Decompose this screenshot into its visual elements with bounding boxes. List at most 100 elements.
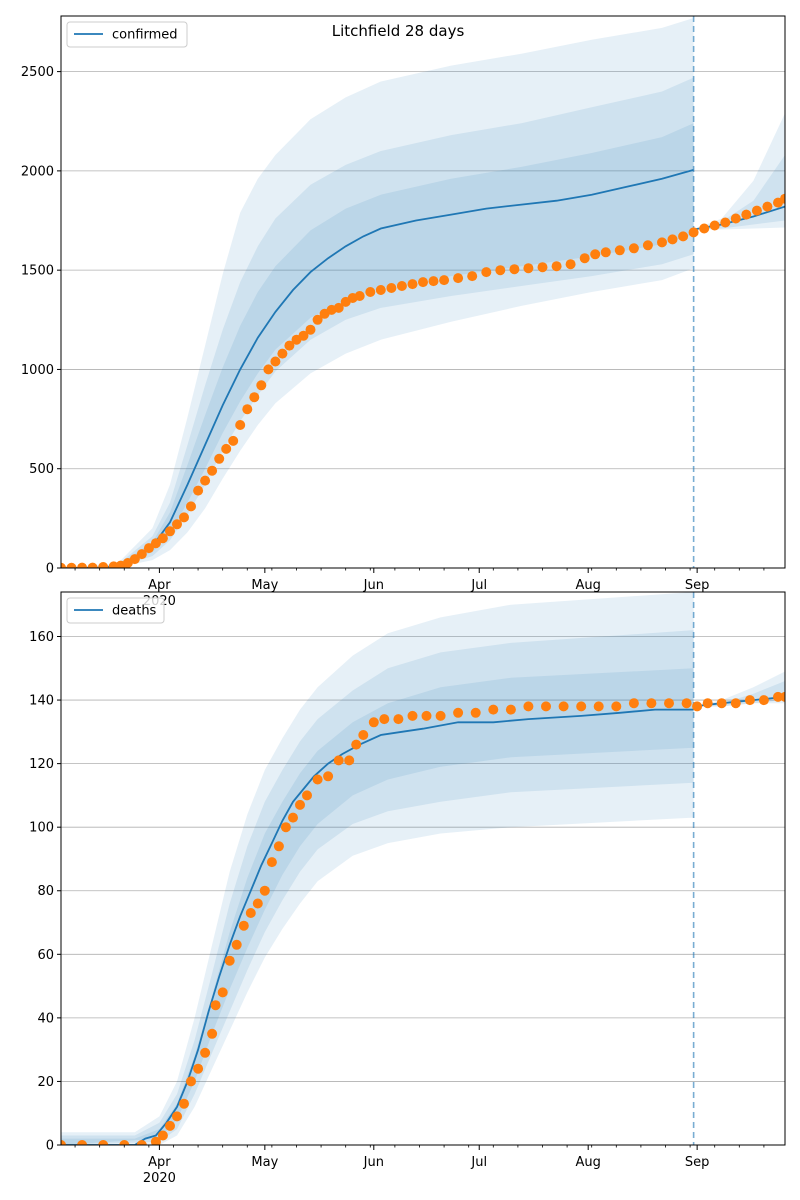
deaths-observed-point [288,812,298,823]
confirmed-observed-point [298,330,309,341]
deaths-observed-point [280,822,291,833]
y-tick-label: 2000 [21,164,54,179]
confirmed-observed-point [600,247,611,258]
deaths-observed-point [179,1098,189,1109]
confirmed-observed-point [699,223,710,234]
confirmed-observed-point [270,356,281,367]
confirmed-observed-point [678,231,689,242]
confirmed-observed-point [657,237,667,248]
confirmed-observed-point [263,364,274,375]
confirmed-observed-point [762,201,773,212]
confirmed-uncertainty-band [61,123,694,568]
deaths-observed-point [393,714,404,725]
confirmed-observed-point [186,501,196,512]
confirmed-observed-point [418,277,428,288]
legend-label: deaths [112,604,157,619]
confirmed-observed-point [165,526,175,537]
deaths-observed-point [200,1047,211,1058]
deaths-observed-point [157,1130,168,1141]
confirmed-observed-point [157,533,168,544]
confirmed-observed-point [284,340,295,351]
deaths-observed-point [523,701,534,712]
confirmed-observed-point [333,302,344,313]
deaths-observed-point [758,695,769,706]
deaths-observed-point [273,841,284,852]
deaths-observed-point [266,857,277,868]
deaths-observed-point [379,714,390,725]
confirmed-observed-point [590,249,601,260]
confirmed-observed-point [98,562,109,568]
confirmed-observed-point [730,213,741,224]
confirmed-observed-point [129,554,140,565]
deaths-observed-point [150,1136,161,1145]
legend-box [66,597,165,624]
deaths-observed-point [435,710,446,721]
confirmed-observed-point [87,562,98,568]
confirmed-observed-point [709,220,720,231]
confirmed-forecast-band [693,155,785,230]
confirmed-observed-point [375,285,386,295]
confirmed-observed-point [751,205,762,216]
confirmed-observed-point [667,234,678,245]
confirmed-observed-point [136,549,147,560]
deaths-observed-point [358,730,369,740]
y-tick-label: 0 [46,562,54,577]
confirmed-legend: confirmed [66,21,188,48]
confirmed-observed-point [221,443,232,454]
deaths-uncertainty-band [61,668,694,1145]
confirmed-gridlines [61,71,785,470]
deaths-observed-point [295,799,305,810]
y-tick-label: 1500 [21,264,54,279]
deaths-observed-point [421,710,432,721]
deaths-observed-point [217,987,228,998]
deaths-observed-point [77,1140,88,1145]
confirmed-observed-point [365,287,376,297]
confirmed-observed-point [523,263,534,274]
deaths-observed-point [505,704,516,715]
confirmed-observed-point [207,465,218,476]
confirmed-observed-point [277,348,288,359]
x-tick-label: Jul [470,578,487,593]
deaths-observed-point [245,908,256,918]
x-tick-label: Sep [685,578,710,593]
x-tick-label: May [251,1155,278,1170]
deaths-observed-point [593,701,604,712]
confirmed-observed-point [235,420,246,430]
x-tick-label: May [251,578,278,593]
confirmed-observed-point [61,562,66,568]
deaths-observed-point [646,698,657,709]
confirmed-observed-point [481,267,492,278]
deaths-observed-point [323,771,334,782]
deaths-observed-point [231,939,242,950]
deaths-observed-point [312,774,323,785]
confirmed-observed-points [61,193,785,568]
x-tick-label: Aug [575,578,600,593]
y-tick-label: 160 [29,630,54,645]
x-tick-label: Jun [363,578,384,593]
confirmed-observed-point [312,314,323,325]
confirmed-observed-point [407,279,418,290]
confirmed-plot-frame [60,15,786,569]
confirmed-uncertainty-band [61,77,694,568]
confirmed-observed-point [249,392,260,403]
x-tick-label: Jun [363,1155,384,1170]
deaths-observed-point [716,698,727,709]
legend-label: confirmed [112,28,178,43]
deaths-observed-point [344,755,355,766]
y-tick-label: 120 [29,757,54,772]
confirmed-observed-point [453,273,464,284]
x-tick-label: Jul [470,1155,487,1170]
confirmed-observed-point [228,435,239,446]
deaths-uncertainty-band [61,630,694,1145]
confirmed-observed-point [179,512,189,523]
deaths-observed-point [541,701,551,712]
deaths-observed-point [453,707,464,718]
chart-title: Litchfield 28 days [332,22,465,40]
confirmed-observed-point [305,324,316,335]
confirmed-observed-point [256,380,267,391]
deaths-observed-point [98,1140,109,1145]
deaths-observed-point [172,1111,182,1122]
